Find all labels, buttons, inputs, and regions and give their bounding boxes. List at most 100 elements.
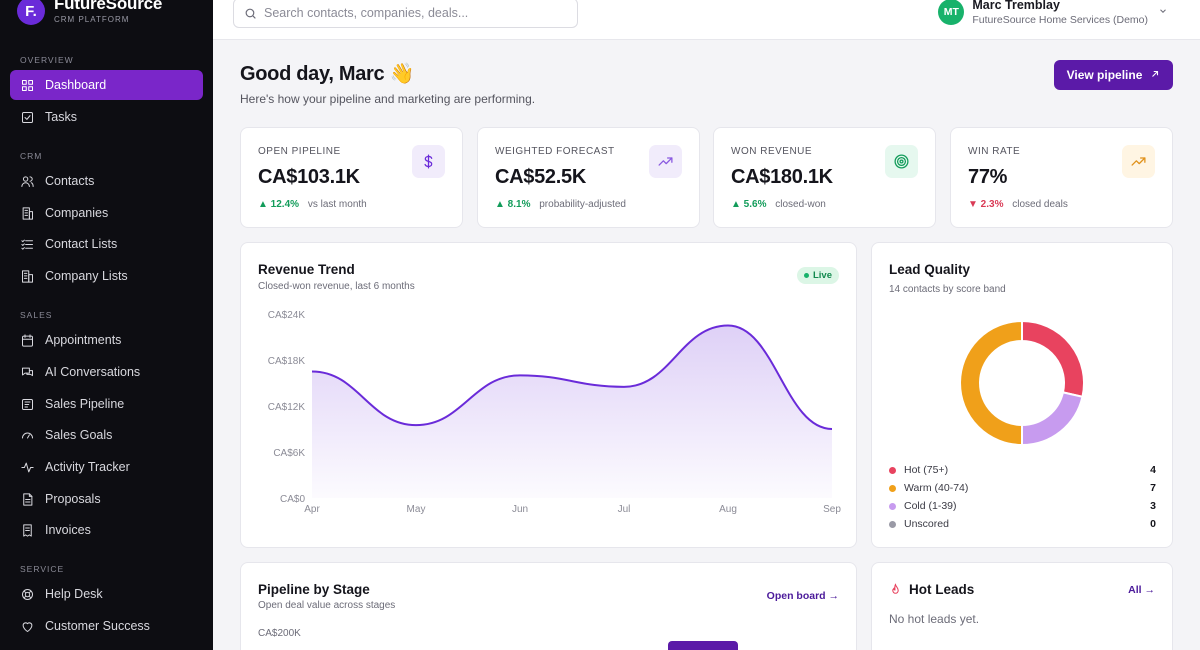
pipeline-bar[interactable] — [668, 641, 738, 650]
sidebar-item-help-desk[interactable]: Help Desk — [10, 579, 203, 609]
kpi-label: WIN RATE — [968, 146, 1021, 157]
legend-row: Hot (75+) 4 — [889, 461, 1156, 479]
sidebar-item-label: Invoices — [45, 523, 91, 537]
sidebar-item-label: Customer Success — [45, 619, 150, 633]
user-org: FutureSource Home Services (Demo) — [972, 14, 1148, 26]
legend-swatch — [889, 502, 896, 510]
donut-slice-warm[interactable] — [959, 319, 1023, 447]
revenue-trend-subtitle: Closed-won revenue, last 6 months — [258, 281, 415, 292]
page-subtitle: Here's how your pipeline and marketing a… — [240, 92, 536, 106]
revenue-point-apr[interactable] — [306, 366, 318, 378]
all-hot-leads-link[interactable]: All → — [1128, 584, 1155, 596]
user-menu[interactable]: MT Marc Tremblay FutureSource Home Servi… — [938, 0, 1168, 26]
legend-count: 0 — [1150, 518, 1156, 530]
sidebar-item-label: AI Conversations — [45, 365, 141, 379]
y-tick-label: CA$12K — [268, 402, 306, 413]
sidebar-item-invoices[interactable]: Invoices — [10, 515, 203, 545]
revenue-point-sep[interactable] — [826, 423, 838, 435]
lead-quality-subtitle: 14 contacts by score band — [889, 284, 1006, 295]
search-input[interactable] — [264, 6, 564, 20]
legend-swatch — [889, 466, 896, 474]
revenue-point-may[interactable] — [410, 419, 422, 431]
sidebar: F. FutureSource CRM PLATFORM OVERVIEW Das… — [0, 0, 213, 650]
y-tick-label: CA$24K — [268, 310, 306, 321]
sidebar-item-company-lists[interactable]: Company Lists — [10, 261, 203, 291]
sidebar-item-tasks[interactable]: Tasks — [10, 102, 203, 132]
sidebar-item-label: Appointments — [45, 333, 122, 347]
kpi-card-open-pipeline[interactable]: OPEN PIPELINE CA$103.1K ▲ 12.4% vs last … — [240, 127, 463, 228]
brand-subtitle: CRM PLATFORM — [54, 15, 130, 24]
revenue-point-jul[interactable] — [618, 381, 630, 393]
sidebar-item-appointments[interactable]: Appointments — [10, 325, 203, 355]
kpi-delta: ▲ 5.6% closed-won — [731, 199, 826, 210]
sidebar-item-dashboard[interactable]: Dashboard — [10, 70, 203, 100]
pipeline-by-stage-card: Pipeline by Stage Open deal value across… — [240, 562, 857, 650]
legend-row: Warm (40-74) 7 — [889, 479, 1156, 497]
sidebar-item-proposals[interactable]: Proposals — [10, 484, 203, 514]
topbar: MT Marc Tremblay FutureSource Home Servi… — [213, 0, 1200, 40]
sidebar-item-activity-tracker[interactable]: Activity Tracker — [10, 452, 203, 482]
flame-icon — [889, 583, 902, 602]
section-label-overview: OVERVIEW — [20, 55, 74, 65]
x-tick-label: Sep — [823, 504, 841, 515]
brand-name: FutureSource — [54, 0, 163, 13]
section-label-sales: SALES — [20, 310, 53, 320]
kpi-delta: ▲ 12.4% vs last month — [258, 199, 367, 210]
sidebar-item-customer-success[interactable]: Customer Success — [10, 611, 203, 641]
brand[interactable]: F. FutureSource CRM PLATFORM — [0, 0, 213, 28]
kpi-label: WON REVENUE — [731, 146, 813, 157]
y-tick-label: CA$0 — [280, 494, 305, 505]
kpi-card-won-revenue[interactable]: WON REVENUE CA$180.1K ▲ 5.6% closed-won — [713, 127, 936, 228]
x-tick-label: Apr — [304, 504, 320, 515]
legend-swatch — [889, 520, 896, 528]
sidebar-item-label: Sales Pipeline — [45, 397, 125, 411]
sidebar-item-label: Dashboard — [45, 78, 107, 92]
kpi-value: CA$180.1K — [731, 166, 833, 188]
search-box[interactable] — [233, 0, 578, 28]
sidebar-item-sales-pipeline[interactable]: Sales Pipeline — [10, 389, 203, 419]
hot-leads-empty: No hot leads yet. — [889, 612, 980, 626]
revenue-line — [311, 324, 833, 430]
sidebar-item-ai-conversations[interactable]: AI Conversations — [10, 357, 203, 387]
y-tick-label: CA$6K — [273, 448, 305, 459]
kpi-delta-note: probability-adjusted — [539, 199, 626, 210]
revenue-point-aug[interactable] — [722, 320, 734, 332]
heart-icon — [20, 619, 35, 634]
sidebar-item-label: Sales Goals — [45, 428, 113, 442]
donut-slice-cold[interactable] — [1021, 391, 1084, 447]
kpi-delta-value: ▼ 2.3% — [968, 199, 1004, 210]
kpi-delta-value: ▲ 5.6% — [731, 199, 767, 210]
live-badge: Live — [796, 267, 839, 284]
kpi-card-weighted-forecast[interactable]: WEIGHTED FORECAST CA$52.5K ▲ 8.1% probab… — [477, 127, 700, 228]
x-tick-label: Jul — [618, 504, 631, 515]
section-label-crm: CRM — [20, 151, 43, 161]
revenue-trend-card: Revenue Trend Closed-won revenue, last 6… — [240, 242, 857, 548]
avatar: MT — [938, 0, 965, 25]
sidebar-item-label: Contacts — [45, 174, 95, 188]
kpi-delta: ▲ 8.1% probability-adjusted — [495, 199, 626, 210]
kpi-label: OPEN PIPELINE — [258, 146, 341, 157]
kpi-delta: ▼ 2.3% closed deals — [968, 199, 1068, 210]
gauge-icon — [20, 428, 35, 443]
sidebar-item-sales-goals[interactable]: Sales Goals — [10, 420, 203, 450]
receipt-icon — [20, 523, 35, 538]
kpi-card-win-rate[interactable]: WIN RATE 77% ▼ 2.3% closed deals — [950, 127, 1173, 228]
building-list-icon — [20, 269, 35, 284]
trend-up-icon — [1122, 145, 1155, 178]
donut-slice-hot[interactable] — [1021, 319, 1085, 398]
view-pipeline-button[interactable]: View pipeline — [1054, 60, 1173, 90]
live-dot — [803, 273, 809, 278]
chevron-down-icon — [1158, 6, 1168, 19]
open-board-link[interactable]: Open board → — [766, 590, 839, 602]
sidebar-item-companies[interactable]: Companies — [10, 198, 203, 228]
checkbox-icon — [20, 110, 35, 125]
legend-label: Hot (75+) — [904, 464, 949, 476]
revenue-point-jun[interactable] — [514, 369, 526, 381]
legend-row: Cold (1-39) 3 — [889, 497, 1156, 515]
sidebar-item-contacts[interactable]: Contacts — [10, 166, 203, 196]
pipeline-y-tick: CA$200K — [258, 628, 301, 639]
sidebar-item-label: Company Lists — [45, 269, 128, 283]
users-icon — [20, 174, 35, 189]
search-icon — [245, 8, 256, 19]
sidebar-item-contact-lists[interactable]: Contact Lists — [10, 229, 203, 259]
